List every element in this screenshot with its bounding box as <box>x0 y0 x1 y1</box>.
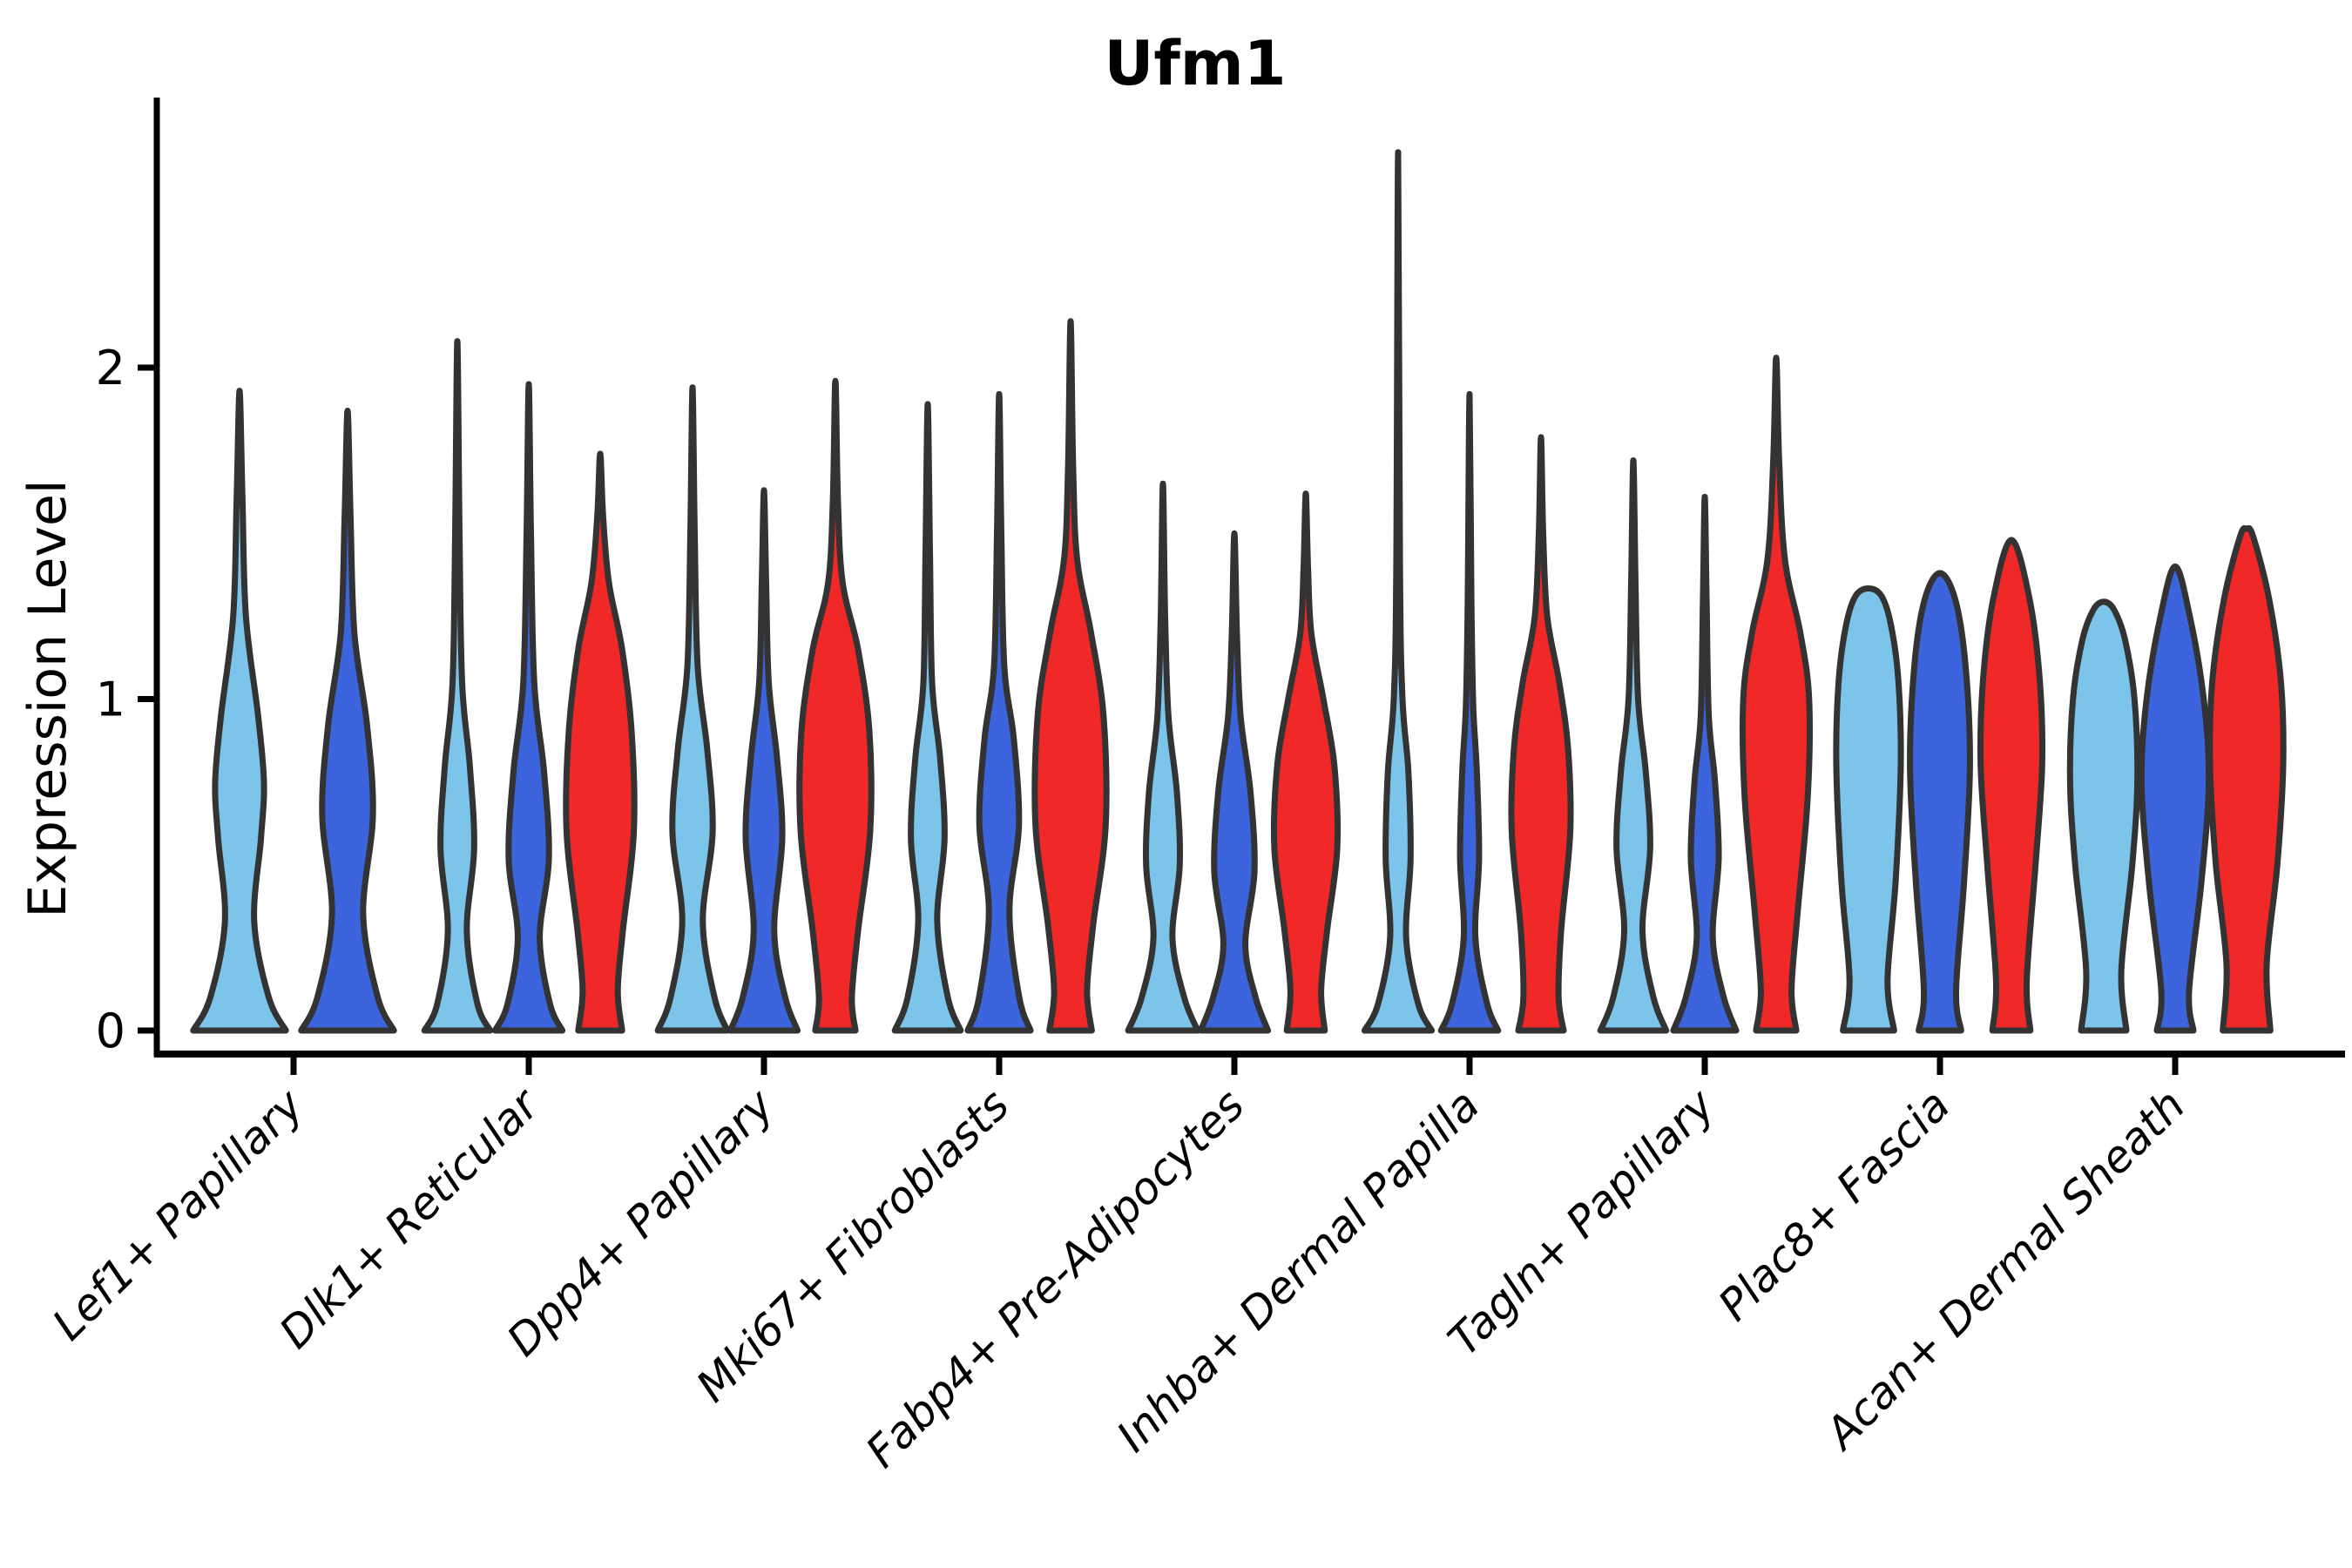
violin-4-red <box>1031 318 1110 1034</box>
y-tick-label-0: 0 <box>96 1004 125 1058</box>
y-tick-label-1: 1 <box>96 672 125 727</box>
violin-4-dark_blue <box>964 390 1034 1034</box>
violin-7-dark_blue <box>1670 493 1740 1034</box>
violin-7-red <box>1740 355 1813 1034</box>
violin-2-dark_blue <box>491 381 566 1034</box>
axes-layer <box>153 98 2345 1058</box>
violin-5-light_blue <box>1125 480 1201 1034</box>
x-tick-label-5: Fabp4+ Pre-Adipocytes <box>856 1079 1254 1477</box>
violin-2-red <box>563 450 638 1034</box>
violin-5-red <box>1270 490 1342 1034</box>
violin-3-dark_blue <box>727 487 801 1034</box>
violin-1-light_blue <box>190 388 289 1034</box>
chart-title: Ufm1 <box>1105 28 1287 99</box>
violin-8-light_blue <box>1833 585 1904 1034</box>
violin-6-red <box>1508 434 1574 1034</box>
violin-3-red <box>796 377 875 1034</box>
violin-1-dark_blue <box>298 408 397 1034</box>
y-axis-label: Expression Level <box>17 479 78 917</box>
violin-9-red <box>2207 524 2287 1034</box>
violin-5-dark_blue <box>1197 530 1272 1034</box>
violin-8-dark_blue <box>1907 570 1973 1034</box>
violin-6-light_blue <box>1361 149 1436 1034</box>
violin-7-light_blue <box>1597 457 1670 1034</box>
violin-9-light_blue <box>2066 598 2141 1034</box>
x-tick-label-1: Lef1+ Papillary <box>43 1078 314 1349</box>
violin-4-light_blue <box>891 401 964 1034</box>
x-tick-label-2: Dlk1+ Reticular <box>270 1078 551 1358</box>
violin-6-dark_blue <box>1437 390 1502 1034</box>
violins-layer <box>190 149 2287 1034</box>
y-tick-label-2: 2 <box>96 341 125 395</box>
violin-9-dark_blue <box>2138 563 2213 1034</box>
violin-3-light_blue <box>654 384 731 1034</box>
violin-8-red <box>1977 537 2046 1034</box>
x-tick-label-8: Plac8+ Fascia <box>1709 1079 1960 1330</box>
violin-2-light_blue <box>421 338 494 1034</box>
